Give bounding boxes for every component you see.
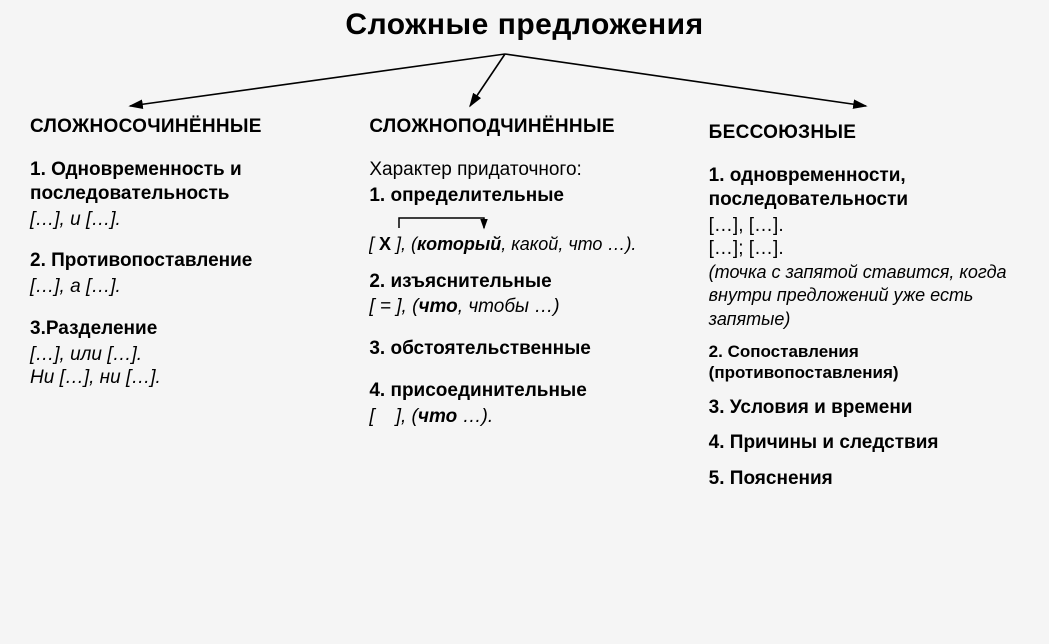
item-pattern: […], а […]. [30,275,341,299]
item-label: 2. изъяснительные [369,270,680,294]
column-title: СЛОЖНОПОДЧИНЁННЫЕ [369,116,680,138]
item-pattern: […], и […]. [30,208,341,232]
item-label: 1. одновременности, последовательности [709,164,1020,212]
list-item: 3.Разделение […], или […]. Ни […], ни […… [30,317,341,390]
list-item: 1. определительные [ X ], (который, како… [369,184,680,262]
arrow-left [130,54,505,106]
arrow-middle [470,54,505,106]
column-complex: СЛОЖНОПОДЧИНЁННЫЕ Характер придаточного:… [369,116,680,509]
item-label: 2. Сопоставления (противопоставления) [709,341,1020,384]
list-item: 3. Условия и времени [709,396,1020,420]
item-label: 2. Противопоставление [30,249,341,273]
list-item: 4. Причины и следствия [709,431,1020,455]
item-label: 3. Условия и времени [709,396,1020,420]
column-title: СЛОЖНОСОЧИНЁННЫЕ [30,116,341,138]
item-pattern: […], или […]. Ни […], ни […]. [30,343,341,391]
list-item: 3. обстоятельственные [369,337,680,361]
item-pattern: [ ], (что …). [369,405,680,429]
item-pattern: […], […]. […]; […]. [709,214,1020,262]
branch-arrows [0,48,1049,118]
svg-text:[ X ], (который, какой, что …): [ X ], (который, какой, что …). [369,234,636,254]
item-label: 4. присоединительные [369,379,680,403]
scheme-diagram: [ X ], (который, какой, что …). [369,210,669,262]
item-label: 5. Пояснения [709,467,1020,491]
item-label: 4. Причины и следствия [709,431,1020,455]
item-label: 1. Одновременность и последовательность [30,158,341,206]
list-item: 2. изъяснительные [ = ], (что, чтобы …) [369,270,680,320]
arrow-right [505,54,866,106]
item-label: 1. определительные [369,184,680,208]
column-asyndetic: БЕССОЮЗНЫЕ 1. одновременности, последова… [709,116,1020,509]
item-label: 3. обстоятельственные [369,337,680,361]
list-item: 1. Одновременность и последовательность … [30,158,341,231]
item-label: 3.Разделение [30,317,341,341]
list-item: 2. Противопоставление […], а […]. [30,249,341,299]
item-pattern: [ = ], (что, чтобы …) [369,295,680,319]
column-title: БЕССОЮЗНЫЕ [709,122,1020,144]
columns-container: СЛОЖНОСОЧИНЁННЫЕ 1. Одновременность и по… [30,116,1020,509]
column-subtitle: Характер придаточного: [369,158,680,182]
page-title: Сложные предложения [0,8,1049,42]
list-item: 4. присоединительные [ ], (что …). [369,379,680,429]
list-item: 1. одновременности, последовательности [… [709,164,1020,331]
list-item: 2. Сопоставления (противопоставления) [709,341,1020,384]
item-note: (точка с запятой ставится, когда внутри … [709,261,1020,331]
column-compound: СЛОЖНОСОЧИНЁННЫЕ 1. Одновременность и по… [30,116,341,509]
list-item: 5. Пояснения [709,467,1020,491]
